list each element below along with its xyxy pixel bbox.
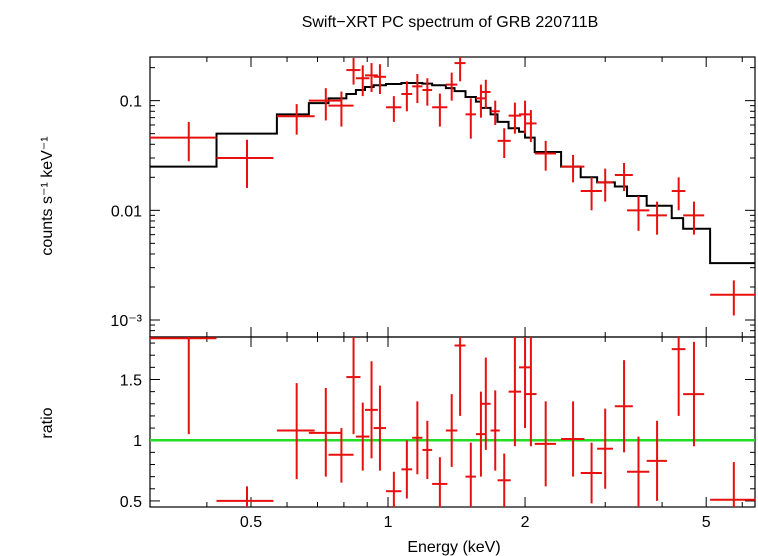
spectrum-data-point [597, 168, 613, 202]
ratio-data-point [497, 453, 511, 507]
ratio-data-point [561, 401, 585, 477]
bottom-panel-y-axis-label: ratio [39, 407, 56, 438]
spectrum-data-point [308, 88, 342, 121]
spectrum-data-point [216, 139, 274, 188]
ratio-data-point [445, 394, 458, 467]
ratio-data-point [150, 337, 217, 435]
ratio-data-point [454, 337, 466, 416]
ratio-data-point [534, 401, 557, 487]
spectrum-data-point [328, 91, 354, 127]
spectrum-data-point [401, 81, 413, 112]
x-tick-label: 2 [521, 514, 530, 531]
ratio-data-point [401, 440, 413, 499]
spectrum-data-point [490, 100, 500, 125]
spectrum-data-point [497, 128, 511, 158]
ratio-data-point [422, 420, 433, 480]
x-tick-label: 0.5 [240, 514, 262, 531]
y-tick-label: 0.5 [120, 494, 142, 511]
chart-title: Swift−XRT PC spectrum of GRB 220711B [302, 14, 599, 31]
y-tick-label: 1.5 [120, 373, 142, 390]
spectrum-data-point [454, 57, 466, 82]
spectrum-data-point [614, 163, 633, 192]
ratio-data-point [308, 388, 342, 477]
ratio-plot-area [150, 337, 755, 507]
ratio-data-point [373, 385, 387, 471]
ratio-data-point [683, 341, 705, 447]
ratio-data-point [386, 471, 402, 507]
spectrum-data-point [432, 93, 448, 127]
ratio-data-point [355, 402, 370, 471]
x-tick-label: 1 [384, 514, 393, 531]
spectrum-panel: 0.1 0.01 10⁻³ [110, 56, 756, 338]
spectrum-data-point [671, 177, 686, 211]
spectrum-data-point [373, 64, 387, 94]
x-axis-label: Energy (keV) [407, 539, 500, 556]
ratio-data-point [525, 337, 537, 447]
ratio-data-point [480, 357, 491, 450]
model-step-line [150, 81, 755, 265]
spectrum-data-point [150, 121, 217, 162]
spectrum-data-point [525, 110, 537, 142]
ratio-data-point [614, 360, 633, 453]
ratio-data-point [328, 428, 354, 483]
y-tick-label: 1 [133, 433, 142, 450]
ratio-data-point [475, 391, 486, 477]
ratio-data-point [671, 337, 686, 416]
y-tick-label: 0.01 [111, 203, 142, 220]
spectrum-data-point [412, 73, 423, 104]
spectrum-data-point [346, 57, 361, 85]
spectrum-data-point [519, 100, 531, 134]
spectrum-data-point [534, 140, 557, 171]
spectrum-plot-area [150, 57, 755, 316]
spectrum-data-point [276, 104, 315, 135]
spectrum-data-point [710, 280, 755, 316]
top-panel-y-axis-label: counts s⁻¹ keV⁻¹ [39, 136, 56, 255]
ratio-data-point [465, 442, 476, 507]
ratio-data-point [216, 486, 274, 507]
ratio-data-point [432, 457, 448, 507]
ratio-data-point [710, 462, 755, 507]
spectrum-data-point [475, 84, 486, 118]
y-tick-label: 10⁻³ [110, 313, 142, 330]
ratio-panel: 0.5 1 2 5 0.5 1 1.5 [120, 336, 756, 531]
ratio-data-point [627, 436, 650, 507]
y-tick-label: 0.1 [120, 94, 142, 111]
ratio-panel-frame [149, 336, 756, 508]
spectrum-data-point [465, 98, 476, 139]
ratio-data-point [646, 420, 667, 501]
ratio-data-point [490, 390, 500, 471]
ratio-data-point [519, 337, 531, 429]
spectrum-data-point [422, 78, 433, 106]
spectrum-data-point [561, 154, 585, 183]
ratio-data-point [597, 408, 613, 489]
spectrum-data-point [355, 65, 370, 97]
ratio-data-point [346, 337, 361, 435]
ratio-data-point [412, 401, 423, 475]
spectrum-data-point [627, 196, 650, 231]
spectrum-data-point [683, 201, 705, 235]
ratio-data-point [364, 361, 378, 459]
spectrum-data-point [580, 177, 602, 211]
ratio-data-point [276, 383, 315, 480]
spectrum-data-point [508, 102, 522, 134]
ratio-data-point [508, 337, 522, 447]
ratio-data-point [580, 442, 602, 504]
spectrum-data-point [480, 79, 491, 109]
spectrum-data-point [364, 63, 378, 92]
x-tick-label: 5 [702, 514, 711, 531]
spectrum-data-point [646, 201, 667, 235]
spectrum-data-point [386, 96, 402, 122]
spectrum-data-point [445, 72, 458, 101]
